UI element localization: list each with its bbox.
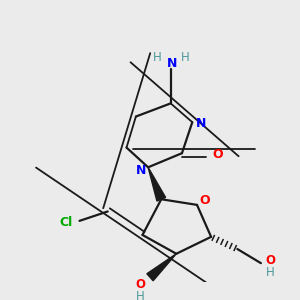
Text: N: N <box>135 164 146 177</box>
Polygon shape <box>148 167 166 201</box>
Text: Cl: Cl <box>60 216 73 229</box>
Text: H: H <box>153 51 162 64</box>
Text: H: H <box>266 266 275 279</box>
Text: O: O <box>136 278 146 291</box>
Text: O: O <box>265 254 275 267</box>
Polygon shape <box>147 254 176 281</box>
Text: H: H <box>181 51 190 64</box>
Text: N: N <box>196 117 206 130</box>
Text: H: H <box>136 290 145 300</box>
Text: O: O <box>199 194 210 207</box>
Text: N: N <box>167 57 178 70</box>
Text: O: O <box>212 148 223 160</box>
